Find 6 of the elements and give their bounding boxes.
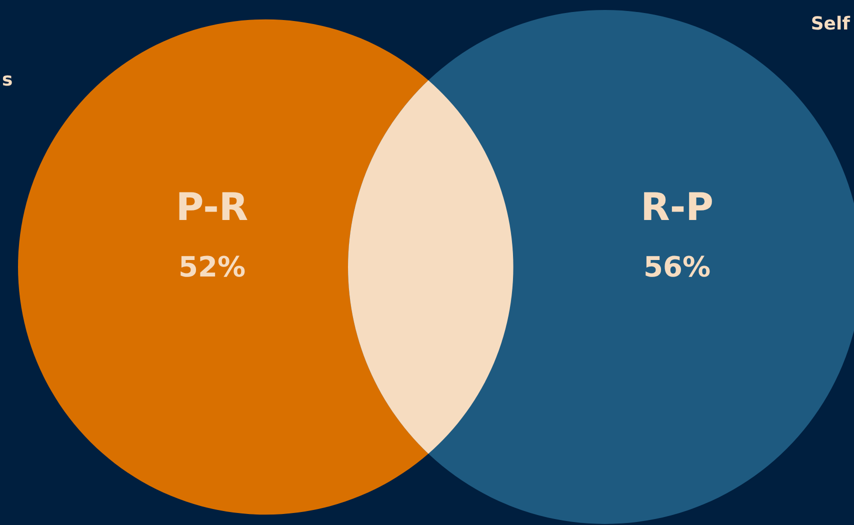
category-label: R-P — [640, 185, 714, 229]
data-label: 52% — [178, 250, 246, 284]
text: Self — [810, 14, 850, 34]
data-label: 56% — [643, 250, 711, 284]
text: s — [2, 70, 13, 90]
category-label: P-R — [176, 185, 248, 229]
